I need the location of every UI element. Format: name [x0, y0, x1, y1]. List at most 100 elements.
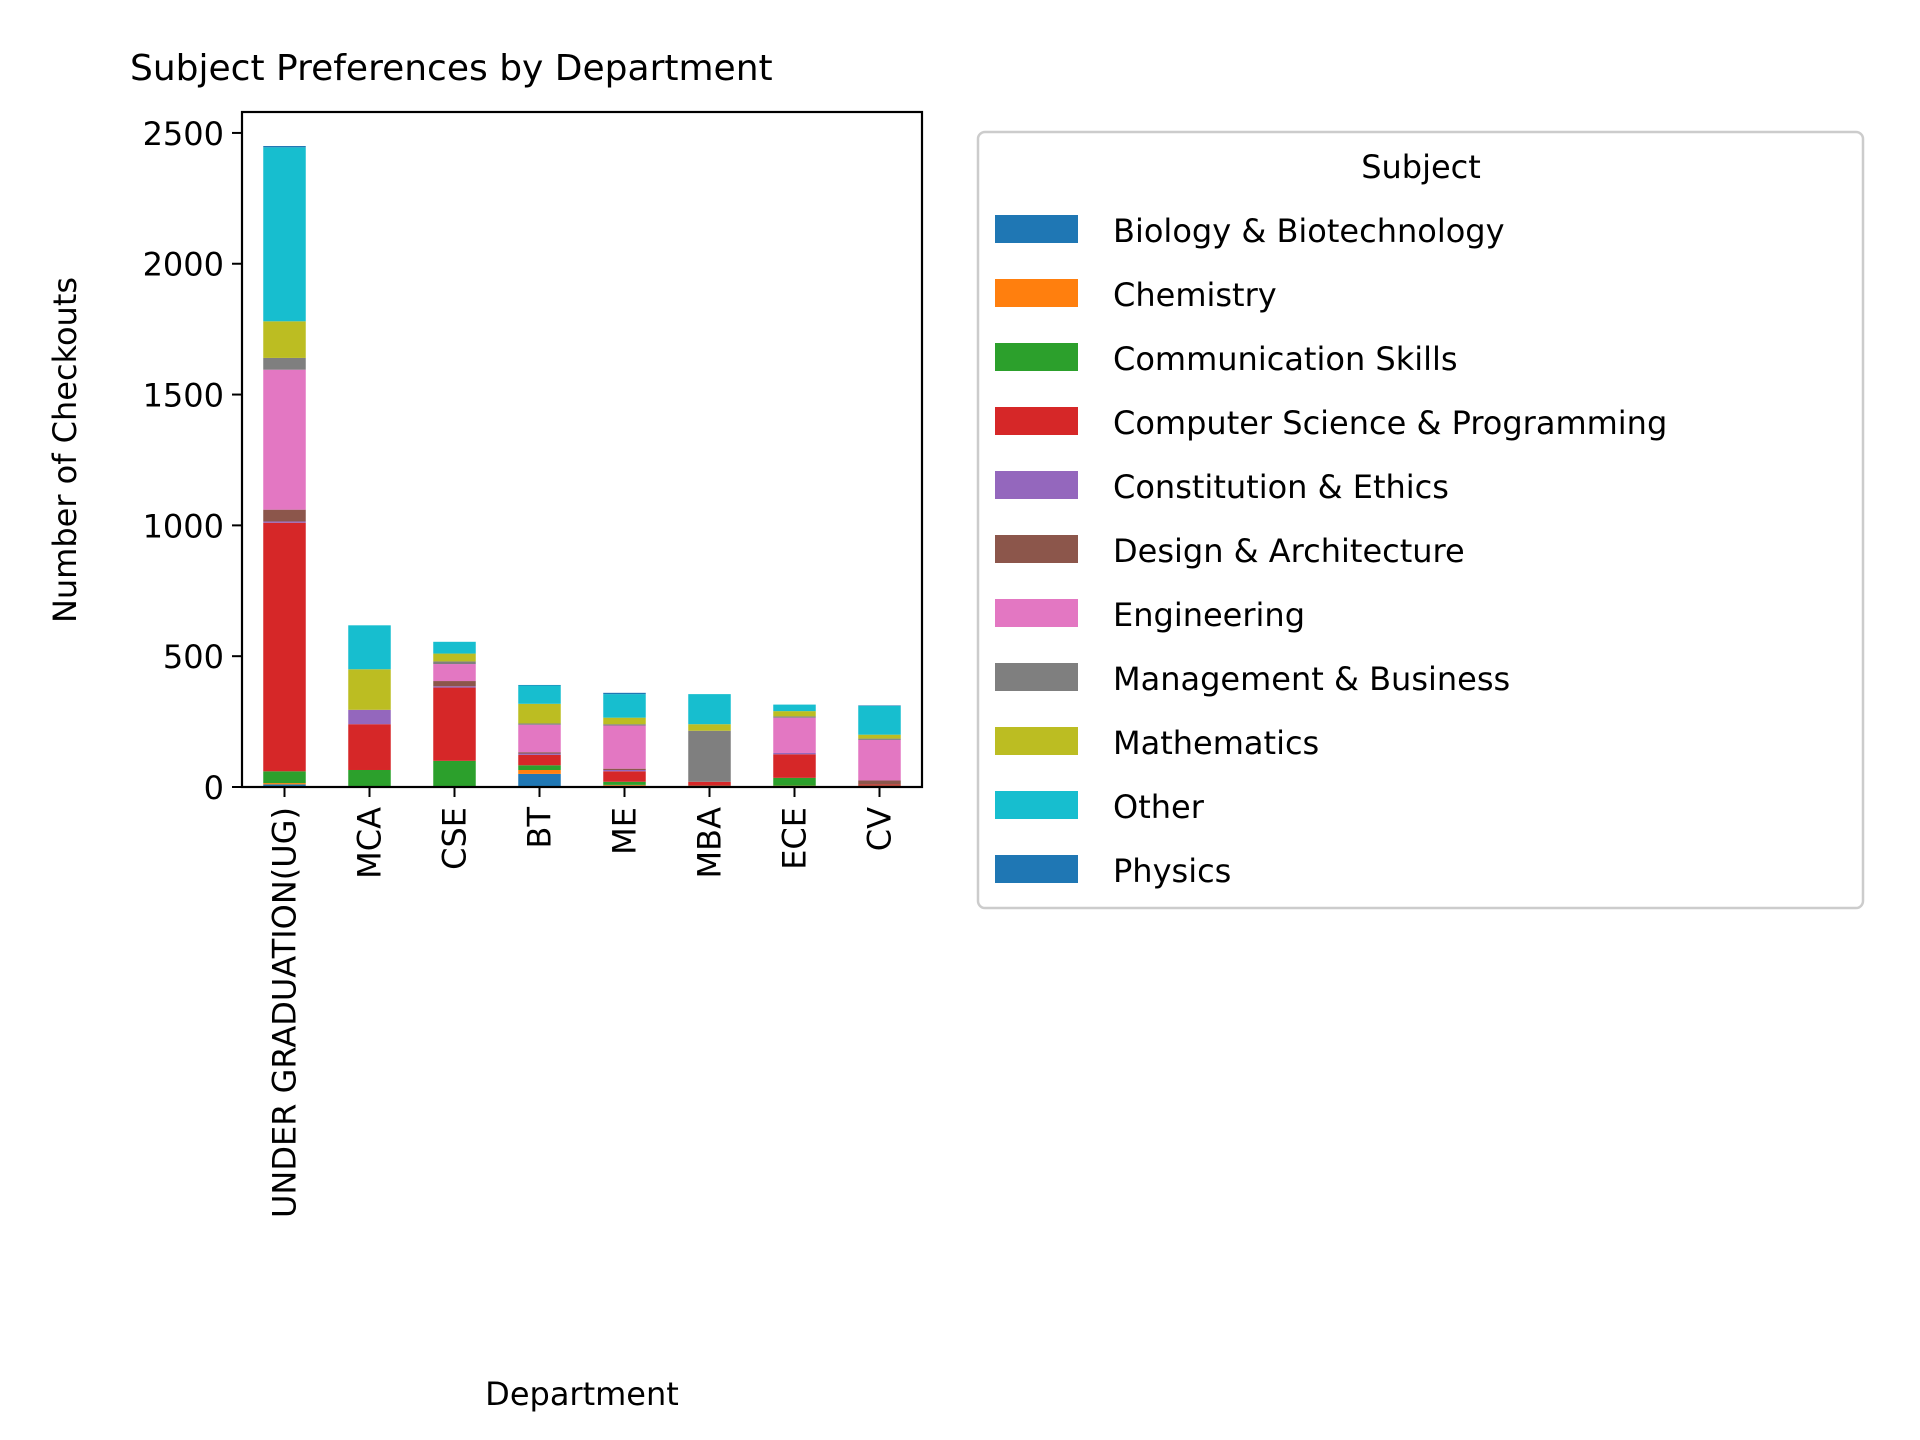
x-axis: UNDER GRADUATION(UG) MCA CSE BT ME MBA ECE CV: [266, 787, 899, 1218]
legend: Subject Biology & Biotechnology Chemistry…: [976, 130, 1865, 910]
bar-mba-mathematics: [688, 724, 731, 731]
legend-swatch-other: [995, 791, 1078, 819]
bar-under-graduation-ug-design-architecture: [263, 509, 306, 522]
bar-cse-engineering: [433, 664, 476, 682]
legend-swatch-mathematics: [995, 727, 1078, 755]
legend-swatch-engineering: [995, 599, 1078, 627]
bar-ece-communication-skills: [773, 777, 816, 786]
y-tick-label: 0: [204, 769, 224, 807]
bar-under-graduation-ug-constitution-ethics: [263, 521, 306, 523]
bar-under-graduation-ug-management-business: [263, 357, 306, 370]
plot-frame: [240, 110, 924, 789]
legend-label-engineering: Engineering: [1113, 596, 1305, 634]
legend-label-physics: Physics: [1113, 852, 1231, 890]
legend-label-other: Other: [1113, 788, 1205, 826]
bar-bt-computer-science-programming: [518, 754, 561, 766]
bar-cv-management-business: [858, 738, 901, 740]
bar-under-graduation-ug-communication-skills: [263, 771, 306, 784]
bar-me-physics: [603, 692, 646, 695]
legend-swatch-management-business: [995, 663, 1078, 691]
bar-mba-management-business: [688, 730, 731, 782]
bar-under-graduation-ug-mathematics: [263, 321, 306, 358]
bar-bt-constitution-ethics: [518, 753, 561, 755]
bar-me-design-architecture: [603, 768, 646, 770]
legend-swatch-design-architecture: [995, 535, 1078, 563]
legend-label-chemistry: Chemistry: [1113, 276, 1277, 314]
bar-ece-other: [773, 704, 816, 712]
legend-swatch-constitution-ethics: [995, 471, 1078, 499]
y-tick-label: 500: [163, 638, 224, 676]
bar-under-graduation-ug-biology-biotechnology: [263, 784, 306, 787]
x-axis-label: Department: [485, 1375, 679, 1413]
legend-label-mathematics: Mathematics: [1113, 724, 1319, 762]
x-tick-label: ECE: [776, 807, 814, 870]
legend-swatch-communication-skills: [995, 343, 1078, 371]
bar-cv-computer-science-programming: [858, 784, 901, 786]
bar-cv-other: [858, 705, 901, 735]
bar-bt-engineering: [518, 724, 561, 753]
bar-cse-other: [433, 641, 476, 654]
bar-me-management-business: [603, 724, 646, 726]
x-tick-label: ME: [606, 807, 644, 855]
legend-label-management-business: Management & Business: [1113, 660, 1510, 698]
bar-cv-physics: [858, 705, 901, 706]
legend-swatch-biology-biotechnology: [995, 215, 1078, 243]
bar-mba-computer-science-programming: [688, 781, 731, 786]
legend-label-biology-biotechnology: Biology & Biotechnology: [1113, 212, 1505, 250]
y-axis: 0 500 1000 1500 2000 2500: [143, 115, 242, 807]
bar-mca-computer-science-programming: [348, 724, 391, 770]
y-tick-label: 1000: [143, 507, 224, 545]
legend-swatch-computer-science-programming: [995, 407, 1078, 435]
legend-label-computer-science-programming: Computer Science & Programming: [1113, 404, 1667, 442]
bar-bt-communication-skills: [518, 765, 561, 770]
x-tick-label: BT: [521, 807, 559, 849]
bar-cse-communication-skills: [433, 760, 476, 787]
bar-mca-constitution-ethics: [348, 709, 391, 725]
chart-title: Subject Preferences by Department: [130, 48, 773, 89]
bar-me-chemistry: [603, 784, 646, 786]
bar-bt-design-architecture: [518, 752, 561, 754]
bar-under-graduation-ug-computer-science-programming: [263, 522, 306, 772]
y-tick-label: 2500: [143, 115, 224, 153]
bar-me-other: [603, 694, 646, 718]
x-tick-label: CSE: [436, 807, 474, 870]
x-tick-label: UNDER GRADUATION(UG): [266, 807, 304, 1218]
bar-cv-mathematics: [858, 734, 901, 739]
legend-swatch-physics: [995, 855, 1078, 883]
bar-bt-biology-biotechnology: [518, 773, 561, 787]
bar-cv-engineering: [858, 739, 901, 781]
bar-mca-other: [348, 625, 391, 670]
bar-mca-communication-skills: [348, 769, 391, 787]
bar-me-computer-science-programming: [603, 771, 646, 782]
bar-under-graduation-ug-physics: [263, 146, 306, 148]
bar-ece-engineering: [773, 717, 816, 753]
bar-under-graduation-ug-other: [263, 147, 306, 322]
legend-label-constitution-ethics: Constitution & Ethics: [1113, 468, 1449, 506]
bar-me-engineering: [603, 725, 646, 769]
legend-label-design-architecture: Design & Architecture: [1113, 532, 1465, 570]
bar-bt-mathematics: [518, 703, 561, 724]
bar-mca-mathematics: [348, 669, 391, 710]
bar-cse-constitution-ethics: [433, 686, 476, 688]
bar-under-graduation-ug-engineering: [263, 369, 306, 510]
bar-cv-design-architecture: [858, 780, 901, 785]
bar-ece-computer-science-programming: [773, 754, 816, 778]
bar-ece-mathematics: [773, 711, 816, 717]
x-tick-label: MCA: [351, 807, 389, 879]
bar-cse-management-business: [433, 661, 476, 665]
x-tick-label: CV: [861, 807, 899, 851]
bar-cse-design-architecture: [433, 681, 476, 687]
bar-ece-management-business: [773, 716, 816, 718]
bar-bt-physics: [518, 684, 561, 686]
y-tick-label: 2000: [143, 246, 224, 284]
bar-under-graduation-ug-chemistry: [263, 783, 306, 785]
bar-cse-mathematics: [433, 653, 476, 662]
legend-swatch-chemistry: [995, 279, 1078, 307]
bar-bt-other: [518, 685, 561, 704]
bar-bt-chemistry: [518, 769, 561, 774]
bar-me-communication-skills: [603, 781, 646, 785]
bar-me-mathematics: [603, 717, 646, 725]
legend-box: [976, 130, 1865, 910]
bar-cse-computer-science-programming: [433, 687, 476, 761]
